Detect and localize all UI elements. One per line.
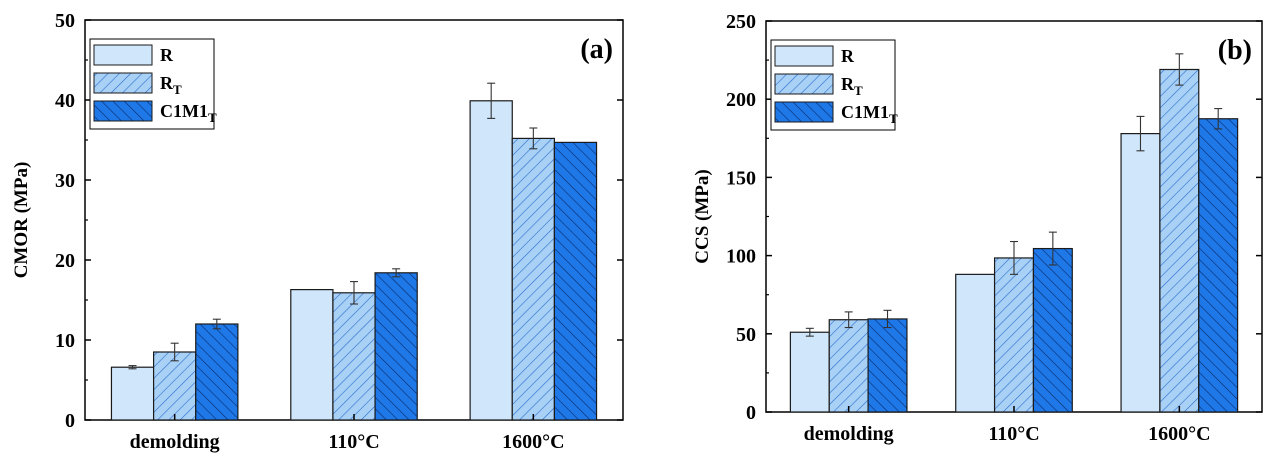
panel-label: (a) — [580, 34, 613, 65]
x-tick-label: 1600°C — [502, 431, 564, 453]
bar — [469, 100, 513, 421]
bar — [1032, 247, 1073, 413]
legend-label: C1M1T — [160, 101, 217, 125]
bar — [152, 351, 197, 421]
bar — [110, 366, 155, 421]
legend-label: R — [160, 45, 174, 65]
legend-label: C1M1T — [841, 102, 898, 126]
bar — [828, 319, 869, 413]
y-tick-label: 100 — [726, 246, 756, 268]
y-tick-label: 200 — [726, 89, 756, 111]
chart-b-svg: 0 50 100 150 200 250 CCS (MPa) (b) demolding 110°… — [692, 11, 1263, 445]
bar — [332, 292, 376, 421]
legend-label: RT — [841, 74, 863, 98]
x-tick-label: 110°C — [988, 423, 1039, 445]
bar — [1198, 118, 1239, 413]
x-tick-label: demolding — [804, 423, 894, 445]
chart-a-svg: 0 10 20 30 40 50 CMOR (MPa) (a) demolding 110°C 16… — [11, 10, 624, 453]
x-tick-label: demolding — [130, 431, 220, 453]
legend-swatch — [774, 73, 834, 95]
y-tick-label: 40 — [55, 90, 75, 112]
legend-label: RT — [160, 73, 182, 97]
x-tick-label: 110°C — [328, 431, 379, 453]
chart-panel-b: 0 50 100 150 200 250 CCS (MPa) (b) demolding 110°… — [634, 0, 1269, 466]
legend-label: R — [841, 46, 855, 66]
legend-swatch — [93, 44, 153, 66]
panel-label: (b) — [1218, 35, 1252, 66]
bar — [290, 289, 334, 421]
bar — [1159, 68, 1200, 413]
bar — [553, 141, 598, 421]
bar — [867, 318, 908, 413]
chart-panel-a: 0 10 20 30 40 50 CMOR (MPa) (a) demolding 110°C 16… — [0, 0, 634, 466]
bar — [374, 272, 418, 421]
legend-swatch — [93, 100, 153, 122]
legend-swatch — [774, 101, 834, 123]
legend-swatch — [774, 45, 834, 67]
y-tick-label: 50 — [55, 10, 75, 32]
y-tick-label: 150 — [726, 167, 756, 189]
y-tick-label: 0 — [65, 410, 75, 432]
y-axis-label: CMOR (MPa) — [11, 162, 32, 279]
bar — [993, 257, 1035, 413]
y-axis-label: CCS (MPa) — [692, 169, 713, 263]
bar — [789, 331, 830, 413]
y-tick-label: 20 — [55, 250, 75, 272]
y-tick-label: 250 — [726, 11, 756, 33]
y-tick-label: 10 — [55, 330, 75, 352]
y-tick-label: 0 — [746, 402, 756, 424]
bar — [511, 137, 556, 421]
bar — [955, 273, 996, 413]
legend-swatch — [93, 72, 153, 94]
bar — [1120, 133, 1161, 413]
x-tick-label: 1600°C — [1148, 423, 1210, 445]
y-tick-label: 50 — [736, 324, 756, 346]
y-tick-label: 30 — [55, 170, 75, 192]
bar — [195, 323, 239, 421]
